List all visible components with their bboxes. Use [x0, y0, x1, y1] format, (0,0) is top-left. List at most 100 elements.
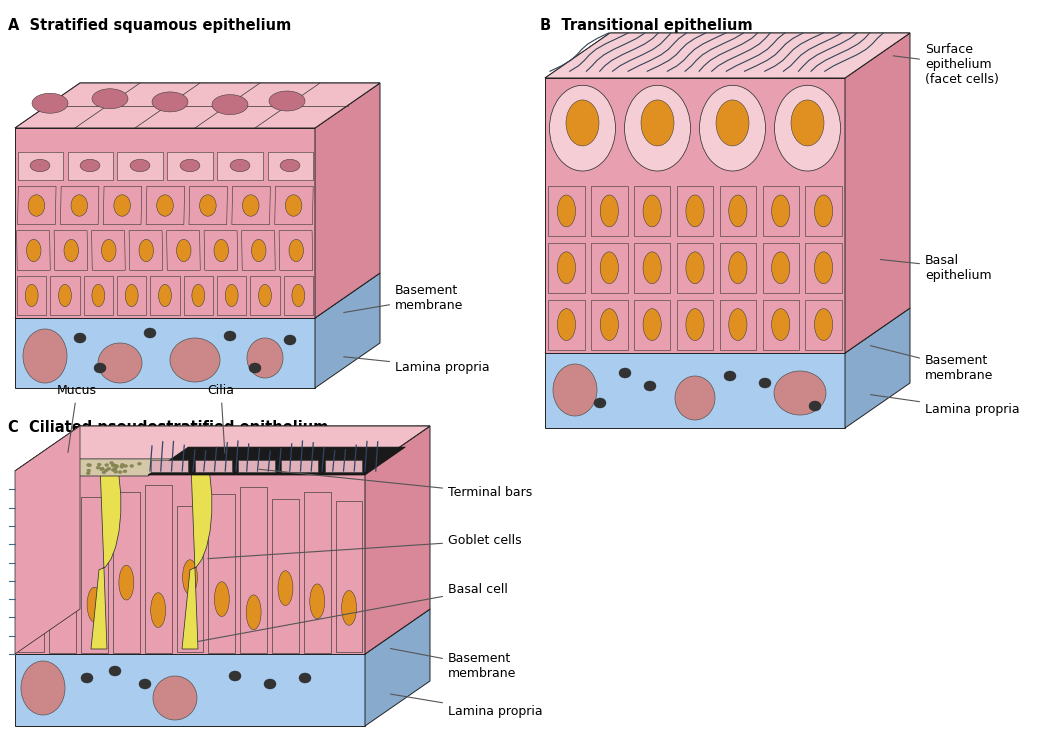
Ellipse shape	[138, 462, 142, 465]
Ellipse shape	[104, 469, 108, 472]
Ellipse shape	[72, 470, 77, 473]
Ellipse shape	[121, 463, 124, 466]
Ellipse shape	[269, 91, 304, 111]
Text: Cilia: Cilia	[208, 384, 234, 453]
Polygon shape	[762, 300, 799, 349]
Ellipse shape	[71, 463, 76, 466]
Polygon shape	[272, 499, 299, 652]
Ellipse shape	[55, 465, 59, 468]
Ellipse shape	[105, 464, 109, 467]
Ellipse shape	[601, 195, 618, 227]
Polygon shape	[677, 186, 713, 236]
Polygon shape	[204, 230, 237, 270]
Ellipse shape	[214, 239, 229, 262]
Ellipse shape	[74, 469, 78, 473]
Ellipse shape	[34, 467, 38, 470]
Polygon shape	[279, 230, 313, 270]
Ellipse shape	[601, 309, 618, 340]
Ellipse shape	[37, 465, 41, 468]
Polygon shape	[15, 128, 315, 318]
Polygon shape	[845, 308, 910, 428]
Polygon shape	[805, 186, 842, 236]
Ellipse shape	[87, 464, 91, 467]
Polygon shape	[151, 460, 188, 472]
Polygon shape	[805, 300, 842, 349]
Text: Basement
membrane: Basement membrane	[870, 346, 993, 382]
Ellipse shape	[258, 284, 272, 307]
Polygon shape	[113, 492, 140, 653]
Polygon shape	[284, 276, 313, 316]
Ellipse shape	[59, 284, 71, 307]
Ellipse shape	[107, 468, 111, 470]
Ellipse shape	[92, 89, 128, 108]
Polygon shape	[677, 243, 713, 292]
Ellipse shape	[774, 371, 826, 415]
Ellipse shape	[114, 465, 119, 468]
Polygon shape	[719, 186, 756, 236]
Polygon shape	[167, 230, 201, 270]
Ellipse shape	[181, 159, 200, 171]
Polygon shape	[545, 308, 910, 353]
Ellipse shape	[25, 284, 38, 307]
Polygon shape	[18, 503, 44, 652]
Polygon shape	[148, 447, 405, 475]
Polygon shape	[677, 300, 713, 349]
Ellipse shape	[289, 239, 303, 262]
Ellipse shape	[64, 239, 79, 262]
Ellipse shape	[278, 571, 293, 605]
Ellipse shape	[28, 194, 45, 216]
Ellipse shape	[252, 239, 266, 262]
Ellipse shape	[566, 100, 598, 146]
Polygon shape	[103, 186, 142, 224]
Ellipse shape	[729, 252, 747, 283]
Polygon shape	[61, 186, 99, 224]
Polygon shape	[15, 426, 80, 654]
Ellipse shape	[200, 194, 216, 216]
Text: B  Transitional epithelium: B Transitional epithelium	[540, 18, 753, 33]
Polygon shape	[15, 459, 172, 476]
Polygon shape	[634, 300, 670, 349]
Ellipse shape	[686, 252, 705, 283]
Ellipse shape	[29, 462, 34, 465]
Ellipse shape	[33, 462, 37, 465]
Ellipse shape	[625, 85, 691, 171]
Polygon shape	[15, 426, 430, 471]
Polygon shape	[365, 609, 430, 726]
Polygon shape	[548, 243, 585, 292]
Polygon shape	[845, 33, 910, 353]
Polygon shape	[281, 460, 318, 472]
Ellipse shape	[86, 464, 90, 467]
Ellipse shape	[644, 381, 656, 391]
Polygon shape	[762, 243, 799, 292]
Ellipse shape	[292, 284, 304, 307]
Polygon shape	[634, 243, 670, 292]
Ellipse shape	[46, 465, 50, 468]
Ellipse shape	[772, 195, 790, 227]
Ellipse shape	[775, 85, 840, 171]
Ellipse shape	[64, 462, 67, 465]
Ellipse shape	[808, 401, 821, 411]
Ellipse shape	[113, 194, 130, 216]
Ellipse shape	[71, 465, 76, 468]
Polygon shape	[49, 488, 76, 653]
Ellipse shape	[815, 195, 833, 227]
Polygon shape	[315, 273, 380, 388]
Polygon shape	[91, 230, 125, 270]
Ellipse shape	[56, 576, 70, 611]
Ellipse shape	[22, 468, 26, 470]
Ellipse shape	[37, 465, 41, 468]
Polygon shape	[232, 186, 270, 224]
Ellipse shape	[109, 666, 121, 676]
Polygon shape	[275, 186, 313, 224]
Polygon shape	[118, 152, 163, 180]
Text: Lamina propria: Lamina propria	[343, 357, 489, 373]
Text: Mucus: Mucus	[57, 384, 97, 453]
Ellipse shape	[21, 661, 65, 715]
Ellipse shape	[32, 94, 68, 113]
Ellipse shape	[74, 333, 86, 343]
Polygon shape	[250, 276, 279, 316]
Ellipse shape	[50, 462, 55, 465]
Ellipse shape	[55, 465, 58, 468]
Ellipse shape	[100, 467, 104, 470]
Ellipse shape	[72, 468, 77, 471]
